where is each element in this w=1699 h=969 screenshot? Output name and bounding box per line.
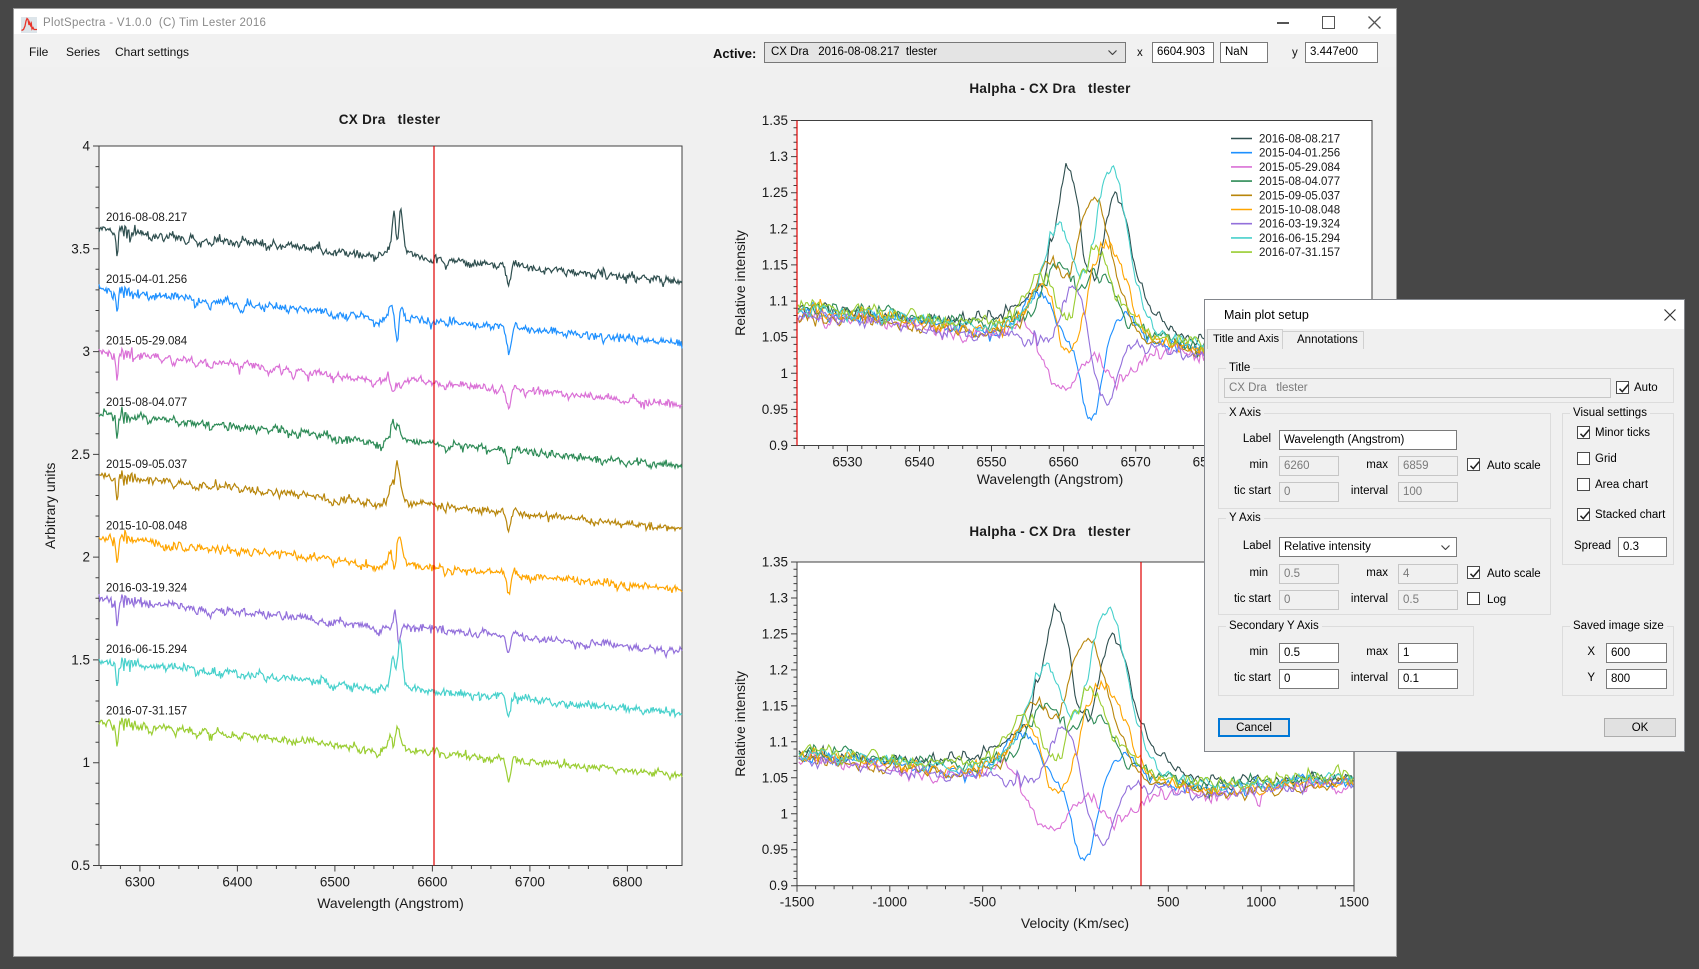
svg-text:1: 1: [82, 755, 90, 770]
svg-text:6560: 6560: [1049, 455, 1079, 470]
svg-text:1.2: 1.2: [769, 662, 788, 677]
svg-text:2: 2: [82, 550, 90, 565]
svg-text:0.9: 0.9: [769, 438, 788, 453]
svg-text:Wavelength (Angstrom): Wavelength (Angstrom): [317, 895, 464, 911]
svg-text:2015-04-01.256: 2015-04-01.256: [1259, 148, 1340, 160]
svg-text:1.15: 1.15: [762, 698, 788, 713]
svg-text:1500: 1500: [1339, 895, 1369, 910]
svg-text:Halpha - CX Dra tlester: Halpha - CX Dra tlester: [969, 524, 1131, 539]
svg-text:2015-05-29.084: 2015-05-29.084: [106, 336, 188, 348]
svg-text:-500: -500: [969, 895, 996, 910]
svg-text:2016-06-15.294: 2016-06-15.294: [106, 644, 188, 656]
svg-text:2016-07-31.157: 2016-07-31.157: [106, 706, 187, 718]
svg-text:1.35: 1.35: [762, 555, 788, 570]
svg-text:Halpha - CX Dra tlester: Halpha - CX Dra tlester: [969, 81, 1131, 96]
svg-text:6540: 6540: [904, 455, 934, 470]
svg-text:1.25: 1.25: [762, 626, 788, 641]
svg-text:6500: 6500: [320, 875, 350, 890]
svg-text:Relative intensity: Relative intensity: [732, 230, 748, 336]
svg-text:6400: 6400: [222, 875, 252, 890]
svg-text:0.95: 0.95: [762, 842, 788, 857]
svg-text:2015-05-29.084: 2015-05-29.084: [1259, 162, 1341, 174]
svg-text:2015-08-04.077: 2015-08-04.077: [106, 397, 187, 409]
svg-text:Relative intensity: Relative intensity: [732, 671, 748, 777]
svg-text:1: 1: [780, 806, 788, 821]
svg-text:Wavelength (Angstrom): Wavelength (Angstrom): [977, 471, 1124, 487]
svg-text:500: 500: [1157, 895, 1180, 910]
svg-text:2016-07-31.157: 2016-07-31.157: [1259, 247, 1340, 259]
svg-text:2016-08-08.217: 2016-08-08.217: [106, 212, 187, 224]
svg-text:2.5: 2.5: [71, 447, 90, 462]
svg-text:3: 3: [82, 344, 90, 359]
svg-text:2015-10-08.048: 2015-10-08.048: [1259, 205, 1340, 217]
svg-text:1.3: 1.3: [769, 591, 788, 606]
svg-text:1.15: 1.15: [762, 257, 788, 272]
svg-text:1.1: 1.1: [769, 734, 788, 749]
svg-text:1.5: 1.5: [71, 652, 90, 667]
svg-text:2016-08-08.217: 2016-08-08.217: [1259, 134, 1340, 146]
svg-text:0.95: 0.95: [762, 402, 788, 417]
svg-text:0.9: 0.9: [769, 878, 788, 893]
svg-text:1.05: 1.05: [762, 330, 788, 345]
svg-text:1.1: 1.1: [769, 294, 788, 309]
svg-text:6700: 6700: [515, 875, 545, 890]
svg-text:2015-09-05.037: 2015-09-05.037: [1259, 190, 1340, 202]
svg-text:6550: 6550: [976, 455, 1006, 470]
svg-text:2016-03-19.324: 2016-03-19.324: [106, 582, 188, 594]
svg-text:1.25: 1.25: [762, 185, 788, 200]
svg-text:1: 1: [780, 366, 788, 381]
svg-text:6600: 6600: [417, 875, 447, 890]
svg-text:2016-03-19.324: 2016-03-19.324: [1259, 219, 1341, 231]
svg-text:-1000: -1000: [873, 895, 908, 910]
svg-text:6570: 6570: [1121, 455, 1151, 470]
svg-text:1.2: 1.2: [769, 221, 788, 236]
svg-text:0.5: 0.5: [71, 858, 90, 873]
svg-text:1000: 1000: [1246, 895, 1276, 910]
svg-text:1.3: 1.3: [769, 149, 788, 164]
svg-text:1.05: 1.05: [762, 770, 788, 785]
svg-text:6800: 6800: [612, 875, 642, 890]
svg-text:4: 4: [82, 139, 90, 154]
svg-text:CX Dra tlester: CX Dra tlester: [339, 112, 441, 127]
svg-text:Velocity (Km/sec): Velocity (Km/sec): [1021, 915, 1129, 931]
svg-text:1.35: 1.35: [762, 113, 788, 128]
svg-text:2015-10-08.048: 2015-10-08.048: [106, 521, 187, 533]
svg-text:2015-08-04.077: 2015-08-04.077: [1259, 176, 1340, 188]
svg-text:Arbitrary units: Arbitrary units: [42, 463, 58, 549]
svg-text:2015-09-05.037: 2015-09-05.037: [106, 459, 187, 471]
svg-text:2016-06-15.294: 2016-06-15.294: [1259, 233, 1341, 245]
svg-text:3.5: 3.5: [71, 241, 90, 256]
svg-text:6530: 6530: [832, 455, 862, 470]
svg-text:6300: 6300: [125, 875, 155, 890]
svg-text:2015-04-01.256: 2015-04-01.256: [106, 274, 187, 286]
svg-text:-1500: -1500: [780, 895, 815, 910]
